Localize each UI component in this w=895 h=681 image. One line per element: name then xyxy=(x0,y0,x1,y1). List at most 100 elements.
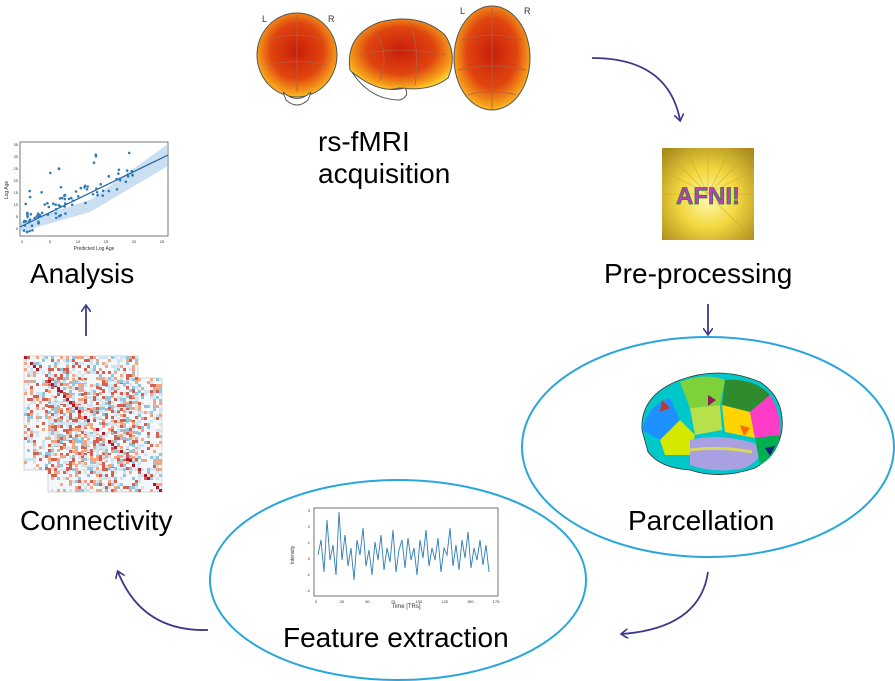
connectivity-cell xyxy=(132,420,135,423)
connectivity-cell xyxy=(87,474,90,477)
connectivity-cell xyxy=(105,446,108,449)
connectivity-cell xyxy=(144,411,147,414)
scatter-point xyxy=(76,195,80,198)
connectivity-cell xyxy=(24,461,27,464)
connectivity-cell xyxy=(138,402,141,405)
connectivity-cell xyxy=(126,467,129,470)
connectivity-cell xyxy=(57,434,60,437)
connectivity-matrix-front xyxy=(24,356,138,470)
scatter-point xyxy=(126,175,130,178)
connectivity-cell xyxy=(135,437,138,440)
connectivity-cell xyxy=(159,411,162,414)
connectivity-cell xyxy=(33,467,36,470)
connectivity-cell xyxy=(72,401,75,404)
connectivity-cell xyxy=(66,356,69,359)
connectivity-cell xyxy=(36,452,39,455)
connectivity-cell xyxy=(123,368,126,371)
connectivity-cell xyxy=(45,416,48,419)
connectivity-cell xyxy=(132,425,135,428)
connectivity-cell xyxy=(99,407,102,410)
scatter-point xyxy=(99,182,102,186)
connectivity-cell xyxy=(54,380,57,383)
connectivity-cell xyxy=(123,471,126,474)
connectivity-cell xyxy=(87,359,90,362)
connectivity-cell xyxy=(63,368,66,371)
connectivity-cell xyxy=(36,371,39,374)
connectivity-cell xyxy=(141,426,144,429)
connectivity-cell xyxy=(90,423,93,426)
connectivity-cell xyxy=(156,417,159,420)
connectivity-cell xyxy=(156,396,159,399)
connectivity-cell xyxy=(48,437,51,440)
connectivity-cell xyxy=(108,404,111,407)
scatter-point xyxy=(63,202,67,205)
connectivity-cell xyxy=(57,437,60,440)
connectivity-cell xyxy=(123,410,126,413)
parcellation-label: Parcellation xyxy=(628,505,775,536)
connectivity-cell xyxy=(117,435,120,438)
connectivity-cell xyxy=(129,455,132,458)
connectivity-cell xyxy=(84,455,87,458)
connectivity-cell xyxy=(108,467,111,470)
scatter-point xyxy=(96,193,99,197)
connectivity-matrices xyxy=(23,355,163,493)
connectivity-cell xyxy=(138,384,141,387)
connectivity-cell xyxy=(132,374,135,377)
connectivity-cell xyxy=(78,393,81,396)
connectivity-cell xyxy=(111,384,114,387)
connectivity-cell xyxy=(48,368,51,371)
connectivity-cell xyxy=(99,399,102,402)
connectivity-cell xyxy=(81,443,84,446)
connectivity-cell xyxy=(54,377,57,380)
connectivity-cell xyxy=(60,483,63,486)
connectivity-cell xyxy=(108,407,111,410)
connectivity-cell xyxy=(90,461,93,464)
connectivity-cell xyxy=(117,443,120,446)
connectivity-cell xyxy=(69,422,72,425)
connectivity-cell xyxy=(156,414,159,417)
connectivity-cell xyxy=(144,441,147,444)
connectivity-cell xyxy=(36,464,39,467)
connectivity-cell xyxy=(126,356,129,359)
connectivity-cell xyxy=(153,468,156,471)
connectivity-cell xyxy=(126,458,129,461)
connectivity-cell xyxy=(129,419,132,422)
connectivity-cell xyxy=(117,362,120,365)
connectivity-cell xyxy=(105,468,108,471)
connectivity-cell xyxy=(54,411,57,414)
connectivity-cell xyxy=(123,423,126,426)
connectivity-cell xyxy=(54,474,57,477)
connectivity-cell xyxy=(63,446,66,449)
connectivity-cell xyxy=(78,356,81,359)
connectivity-cell xyxy=(48,434,51,437)
connectivity-cell xyxy=(96,489,99,492)
scatter-point xyxy=(28,189,32,193)
connectivity-cell xyxy=(99,438,102,441)
scatter-plot: Log Age Predicted Log Age 0 5 10 15 20 25 353… xyxy=(4,141,169,252)
connectivity-cell xyxy=(69,425,72,428)
connectivity-cell xyxy=(153,459,156,462)
connectivity-cell xyxy=(117,368,120,371)
connectivity-cell xyxy=(150,474,153,477)
connectivity-cell xyxy=(96,452,99,455)
connectivity-cell xyxy=(51,416,54,419)
connectivity-cell xyxy=(153,417,156,420)
connectivity-cell xyxy=(81,441,84,444)
connectivity-cell xyxy=(99,480,102,483)
connectivity-cell xyxy=(27,404,30,407)
analysis-label: Analysis xyxy=(30,258,135,289)
connectivity-cell xyxy=(84,392,87,395)
connectivity-cell xyxy=(75,431,78,434)
connectivity-cell xyxy=(24,431,27,434)
connectivity-cell xyxy=(66,434,69,437)
connectivity-cell xyxy=(144,453,147,456)
scatter-point xyxy=(85,188,89,191)
brain-sagittal-view xyxy=(348,18,453,90)
connectivity-cell xyxy=(96,411,99,414)
connectivity-cell xyxy=(27,371,30,374)
connectivity-cell xyxy=(69,447,72,450)
connectivity-cell xyxy=(75,440,78,443)
connectivity-cell xyxy=(114,467,117,470)
connectivity-cell xyxy=(72,362,75,365)
connectivity-cell xyxy=(159,387,162,390)
